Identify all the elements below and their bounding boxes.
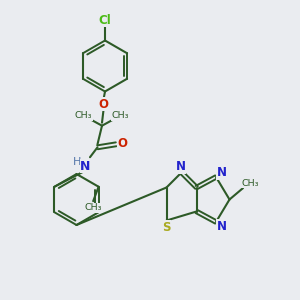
Text: S: S (162, 220, 170, 234)
Text: H: H (73, 157, 82, 167)
Text: O: O (98, 98, 109, 111)
Text: N: N (217, 166, 227, 179)
Text: O: O (117, 137, 127, 150)
Text: N: N (80, 160, 91, 173)
Text: N: N (217, 220, 227, 233)
Text: CH₃: CH₃ (112, 111, 129, 120)
Text: Cl: Cl (99, 14, 111, 27)
Text: CH₃: CH₃ (84, 203, 102, 212)
Text: CH₃: CH₃ (75, 111, 92, 120)
Text: CH₃: CH₃ (242, 178, 259, 188)
Text: N: N (176, 160, 186, 173)
